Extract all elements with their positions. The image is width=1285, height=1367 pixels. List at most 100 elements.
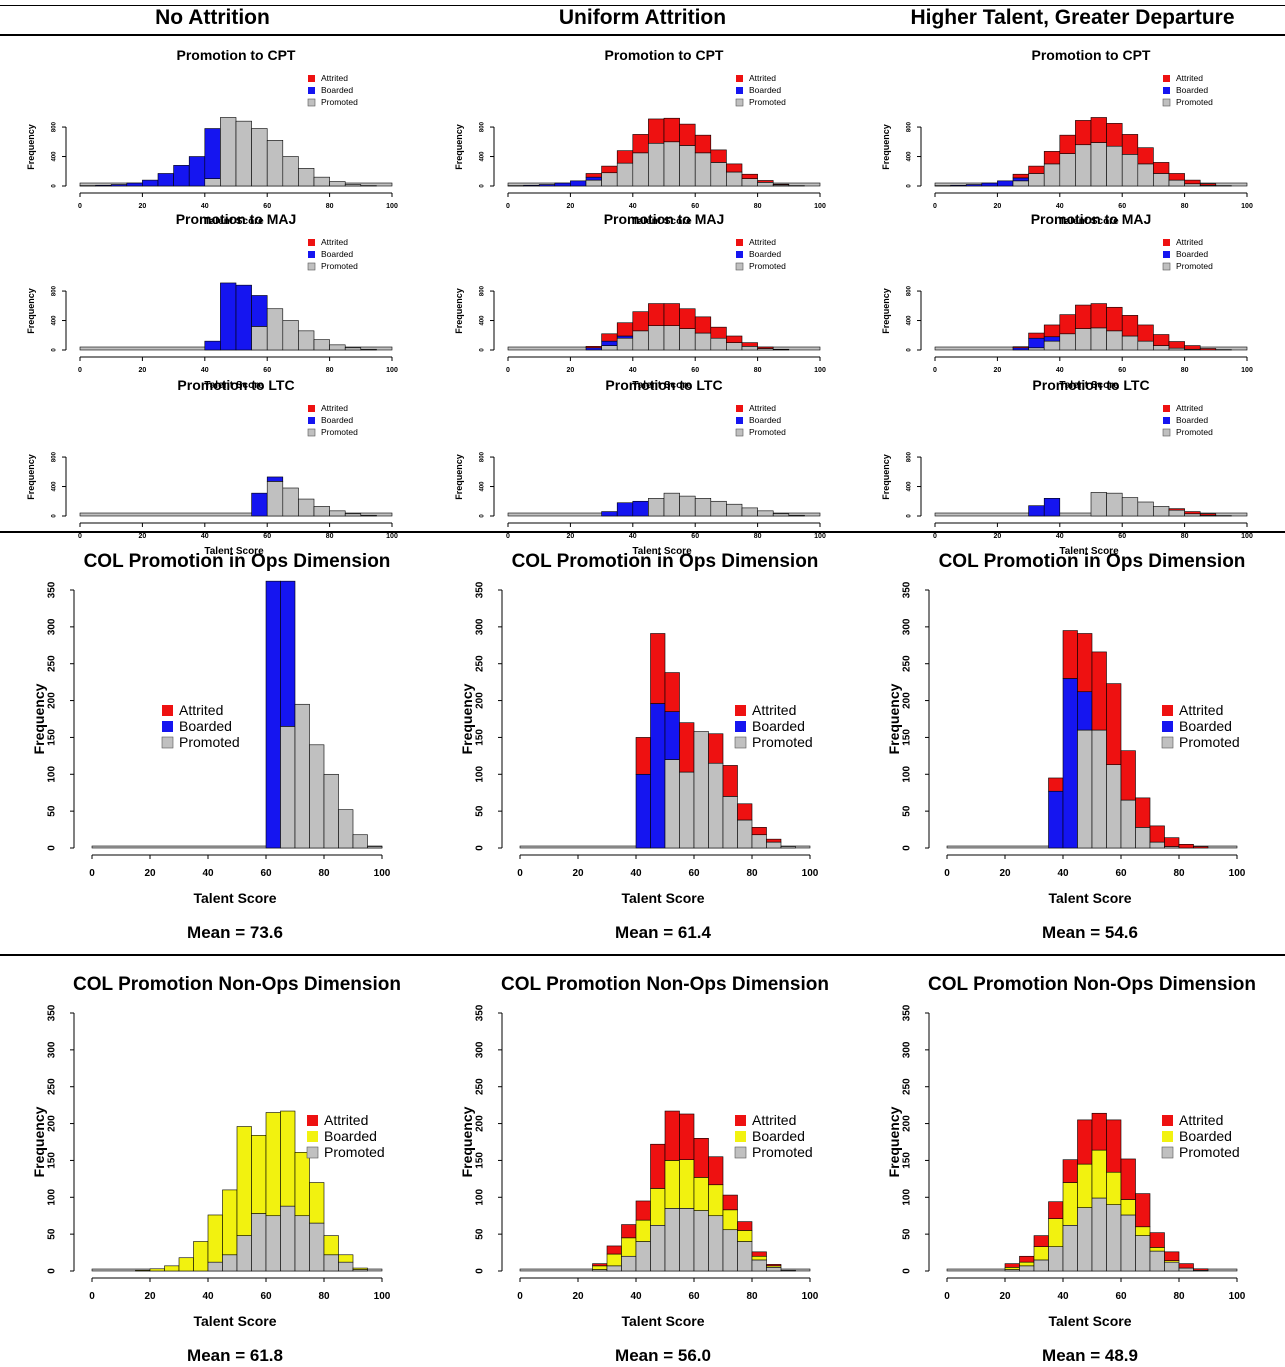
legend-label-attrited: Attrited bbox=[1179, 1112, 1223, 1128]
y-axis-label: Frequency bbox=[459, 1106, 475, 1177]
legend-label-promoted: Promoted bbox=[749, 261, 786, 271]
bar-attrited bbox=[1135, 797, 1151, 828]
bar-attrited bbox=[1137, 324, 1154, 342]
bar-promoted bbox=[344, 347, 362, 351]
bar-boarded bbox=[1120, 1199, 1136, 1216]
y-axis-label: Frequency bbox=[886, 683, 902, 754]
y-tick-label: 200 bbox=[475, 692, 486, 709]
y-axis-label: Frequency bbox=[886, 1106, 902, 1177]
bar-promoted bbox=[1062, 1224, 1078, 1272]
chart-svg: Promotion to LTC 0 20 40 60 80 100 Talent Score… bbox=[454, 377, 826, 557]
y-tick-label: 100 bbox=[475, 766, 486, 783]
bar-attrited bbox=[1004, 1263, 1020, 1268]
x-tick-label: 20 bbox=[139, 533, 147, 540]
bar-boarded bbox=[338, 1254, 354, 1263]
chart-title: Promotion to CPT bbox=[177, 47, 296, 63]
bar-attrited bbox=[1043, 151, 1061, 165]
bar-boarded bbox=[220, 282, 237, 351]
y-tick-label: 50 bbox=[902, 1228, 913, 1240]
x-tick-label: 0 bbox=[933, 367, 937, 374]
bar-boarded bbox=[1077, 1163, 1093, 1208]
bar-promoted bbox=[309, 1222, 325, 1272]
y-tick-label: 0 bbox=[475, 845, 486, 851]
bar-promoted bbox=[207, 1261, 223, 1272]
x-tick-label: 40 bbox=[1056, 367, 1064, 374]
chart-title: COL Promotion in Ops Dimension bbox=[939, 551, 1246, 572]
bar-attrited bbox=[741, 173, 758, 179]
y-tick-label: 200 bbox=[475, 1115, 486, 1132]
bar-attrited bbox=[1059, 134, 1076, 154]
bar-promoted bbox=[650, 1224, 666, 1272]
bar-attrited bbox=[1199, 513, 1217, 516]
legend-swatch-promoted bbox=[307, 98, 316, 107]
bar-attrited bbox=[1168, 173, 1185, 181]
bar-promoted bbox=[1137, 340, 1154, 351]
x-axis-label: Talent Score bbox=[632, 216, 692, 227]
y-tick-label: 350 bbox=[475, 1004, 486, 1021]
bar-attrited bbox=[1062, 1159, 1078, 1183]
x-tick-label: 100 bbox=[814, 533, 826, 540]
bar-promoted bbox=[280, 1205, 296, 1272]
bar-attrited bbox=[708, 733, 724, 764]
bar-promoted bbox=[766, 841, 782, 849]
bar-attrited bbox=[1077, 633, 1093, 693]
bar-promoted bbox=[1153, 173, 1170, 187]
bar-promoted bbox=[601, 172, 618, 187]
legend-swatch-promoted bbox=[735, 98, 744, 107]
bar-promoted bbox=[780, 846, 796, 849]
bar-attrited bbox=[679, 722, 695, 773]
bar-promoted bbox=[1075, 144, 1092, 187]
bar-promoted bbox=[1121, 154, 1139, 187]
y-tick-label: 800 bbox=[52, 285, 58, 296]
legend-label-promoted: Promoted bbox=[321, 427, 358, 437]
chart-svg: Promotion to MAJ 0 20 40 60 80 100 Talent Score… bbox=[454, 211, 826, 391]
bar-boarded bbox=[950, 184, 967, 187]
chart-svg: Promotion to CPT 0 20 40 60 80 100 Talent Score… bbox=[881, 47, 1253, 227]
bar-promoted bbox=[1135, 1235, 1151, 1272]
bar-promoted bbox=[693, 731, 709, 849]
legend-label-attrited: Attrited bbox=[321, 73, 348, 83]
y-tick-label: 300 bbox=[902, 618, 913, 635]
bar-attrited bbox=[1059, 314, 1076, 335]
y-tick-label: 0 bbox=[52, 348, 58, 352]
chart-panel: COL Promotion in Ops Dimension 0 20 40 60 80 1… bbox=[855, 535, 1280, 906]
bar-promoted bbox=[1184, 183, 1201, 187]
y-tick-label: 250 bbox=[475, 1078, 486, 1095]
bar-promoted bbox=[220, 117, 237, 187]
bar-promoted bbox=[266, 140, 284, 187]
x-tick-label: 100 bbox=[374, 868, 391, 879]
x-tick-label: 20 bbox=[144, 868, 156, 879]
bar-boarded bbox=[664, 1160, 680, 1209]
bar-attrited bbox=[664, 1110, 680, 1161]
y-tick-label: 800 bbox=[480, 121, 486, 132]
bar-promoted bbox=[722, 796, 738, 849]
legend-swatch-attrited bbox=[1162, 705, 1173, 716]
chart-title: Promotion to LTC bbox=[605, 377, 722, 393]
x-tick-label: 20 bbox=[139, 203, 147, 210]
bar-attrited bbox=[635, 737, 651, 775]
x-tick-label: 80 bbox=[1173, 868, 1185, 879]
bar-attrited bbox=[1193, 1268, 1209, 1271]
bar-promoted bbox=[648, 142, 665, 187]
legend-label-attrited: Attrited bbox=[179, 702, 223, 718]
legend-label-promoted: Promoted bbox=[752, 734, 813, 750]
chart-title: COL Promotion in Ops Dimension bbox=[84, 551, 391, 572]
x-tick-label: 60 bbox=[263, 533, 271, 540]
x-tick-label: 20 bbox=[572, 1291, 584, 1302]
x-tick-label: 60 bbox=[263, 367, 271, 374]
bar-promoted bbox=[360, 348, 377, 351]
bar-promoted bbox=[1168, 509, 1185, 517]
bar-attrited bbox=[1028, 165, 1045, 174]
x-tick-label: 20 bbox=[999, 1291, 1011, 1302]
bar-attrited bbox=[1028, 332, 1045, 339]
bar-attrited bbox=[650, 1143, 666, 1189]
bar-attrited bbox=[632, 134, 649, 154]
x-tick-label: 20 bbox=[144, 1291, 156, 1302]
y-tick-label: 100 bbox=[475, 1189, 486, 1206]
x-tick-label: 100 bbox=[374, 1291, 391, 1302]
x-tick-label: 60 bbox=[691, 533, 699, 540]
bar-promoted bbox=[282, 156, 299, 187]
y-tick-label: 0 bbox=[475, 1268, 486, 1274]
bar-promoted bbox=[1178, 1267, 1194, 1272]
legend-label-promoted: Promoted bbox=[752, 1144, 813, 1160]
